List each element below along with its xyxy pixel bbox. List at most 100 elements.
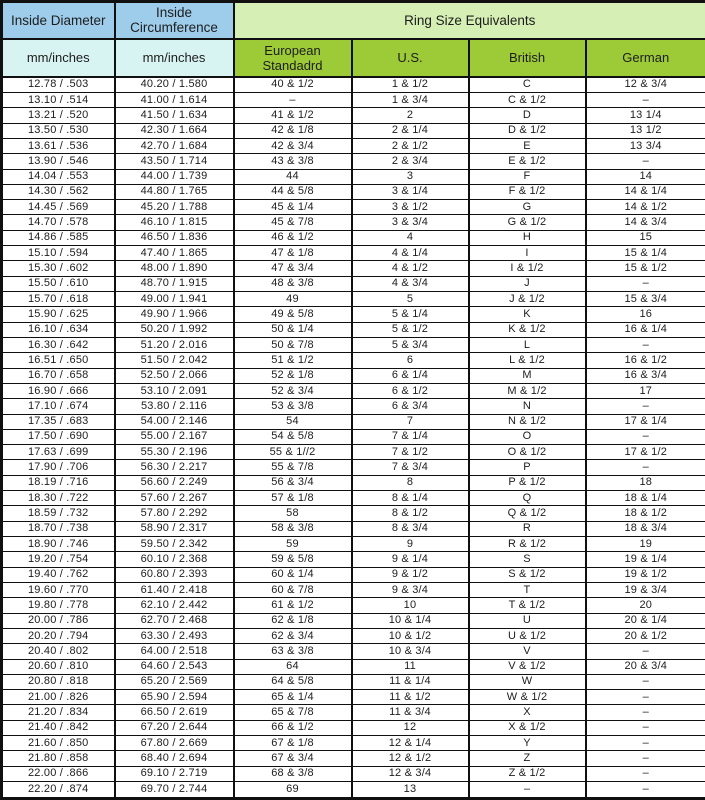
table-row: 16.10 / .634 50.20 / 1.992 50 & 1/4 5 & 1/2… xyxy=(0,321,705,338)
table-cell: H xyxy=(467,229,587,247)
table-cell: 15.30 / .602 xyxy=(0,260,116,277)
table-row: 16.70 / .658 52.50 / 2.066 52 & 1/8 6 & 1/4… xyxy=(0,367,705,384)
table-row: 15.50 / .610 48.70 / 1.915 48 & 3/8 4 & 3/4… xyxy=(0,275,705,293)
table-cell: 8 & 1/4 xyxy=(350,490,470,507)
table-row: 13.21 / .520 41.50 / 1.634 41 & 1/2 2 D 13 1/… xyxy=(0,107,705,124)
table-cell: E & 1/2 xyxy=(467,153,587,170)
table-cell: 9 & 3/4 xyxy=(350,581,470,599)
table-cell: 2 & 3/4 xyxy=(350,153,470,170)
table-row: 22.00 / .866 69.10 / 2.719 68 & 3/8 12 & 3/… xyxy=(0,765,705,783)
table-cell: 49 & 5/8 xyxy=(232,306,353,323)
table-cell: 7 xyxy=(350,413,470,430)
table-cell: – xyxy=(584,398,705,415)
table-cell: – xyxy=(584,428,705,446)
table-cell: 13.90 / .546 xyxy=(0,153,116,170)
table-cell: 16.10 / .634 xyxy=(0,321,116,338)
table-cell: 68.40 / 2.694 xyxy=(113,750,235,767)
table-cell: 67 & 1/8 xyxy=(232,735,353,752)
table-cell: F & 1/2 xyxy=(467,183,587,201)
table-cell: 10 & 3/4 xyxy=(350,643,470,660)
table-cell: R & 1/2 xyxy=(467,536,587,553)
table-cell: 14 xyxy=(584,168,705,185)
table-row: 21.00 / .826 65.90 / 2.594 65 & 1/4 11 & 1/… xyxy=(0,689,705,706)
table-cell: 67.20 / 2.644 xyxy=(113,719,235,737)
table-cell: 53.80 / 2.116 xyxy=(113,398,235,415)
table-cell: 41.50 / 1.634 xyxy=(113,107,235,124)
table-cell: 46.10 / 1.815 xyxy=(113,214,235,231)
table-row: 13.61 / .536 42.70 / 1.684 42 & 3/4 2 & 1/2… xyxy=(0,137,705,155)
us-header: U.S. xyxy=(350,37,470,78)
table-cell: 16 & 1/4 xyxy=(584,321,705,338)
table-row: 15.70 / .618 49.00 / 1.941 49 5 J & 1/2 15 & … xyxy=(0,291,705,308)
table-cell: 14 & 1/2 xyxy=(584,199,705,216)
table-row: 14.70 / .578 46.10 / 1.815 45 & 7/8 3 & 3/4… xyxy=(0,214,705,231)
table-cell: 65 & 7/8 xyxy=(232,704,353,721)
table-cell: P xyxy=(467,459,587,476)
table-cell: 50.20 / 1.992 xyxy=(113,321,235,338)
table-row: 16.51 / .650 51.50 / 2.042 51 & 1/2 6 L & 1/… xyxy=(0,352,705,369)
ring-size-equivalents-header: Ring Size Equivalents xyxy=(232,0,705,40)
table-cell: 56 & 3/4 xyxy=(232,474,353,492)
header-row-titles: Inside Diameter Inside Circumference Rin… xyxy=(0,0,705,40)
table-cell: 42 & 3/4 xyxy=(232,137,353,155)
table-cell: 21.40 / .842 xyxy=(0,719,116,737)
table-cell: R xyxy=(467,520,587,538)
table-cell: 15 & 1/2 xyxy=(584,260,705,277)
table-cell: 13 xyxy=(350,781,470,799)
table-cell: 64 & 5/8 xyxy=(232,673,353,691)
table-cell: 4 & 1/2 xyxy=(350,260,470,277)
table-body: 12.78 / .503 40.20 / 1.580 40 & 1/2 1 & 1/2… xyxy=(0,76,705,799)
table-row: 18.70 / .738 58.90 / 2.317 58 & 3/8 8 & 3/4… xyxy=(0,520,705,538)
table-cell: 68 & 3/8 xyxy=(232,765,353,783)
table-cell: 20.80 / .818 xyxy=(0,673,116,691)
table-cell: C xyxy=(467,76,587,93)
table-cell: 58 & 3/8 xyxy=(232,520,353,538)
table-cell: 49.00 / 1.941 xyxy=(113,291,235,308)
table-cell: 19 & 3/4 xyxy=(584,581,705,599)
table-cell: 12 xyxy=(350,719,470,737)
table-cell: 2 & 1/4 xyxy=(350,122,470,139)
table-cell: – xyxy=(232,91,353,109)
table-cell: – xyxy=(584,750,705,767)
table-cell: 64.60 / 2.543 xyxy=(113,658,235,675)
table-cell: 40.20 / 1.580 xyxy=(113,76,235,93)
table-cell: T xyxy=(467,581,587,599)
table-row: 18.90 / .746 59.50 / 2.342 59 9 R & 1/2 19 xyxy=(0,536,705,553)
table-cell: 42.70 / 1.684 xyxy=(113,137,235,155)
table-cell: 18.90 / .746 xyxy=(0,536,116,553)
table-cell: 41 & 1/2 xyxy=(232,107,353,124)
table-cell: 51.20 / 2.016 xyxy=(113,336,235,354)
table-cell: 17 & 1/4 xyxy=(584,413,705,430)
table-cell: 58 xyxy=(232,505,353,522)
table-cell: 3 & 1/2 xyxy=(350,199,470,216)
table-cell: S & 1/2 xyxy=(467,566,587,583)
table-cell: Z xyxy=(467,750,587,767)
table-cell: 58.90 / 2.317 xyxy=(113,520,235,538)
table-cell: 19 xyxy=(584,536,705,553)
table-cell: 59 xyxy=(232,536,353,553)
table-row: 19.40 / .762 60.80 / 2.393 60 & 1/4 9 & 1/2… xyxy=(0,566,705,583)
table-row: 14.45 / .569 45.20 / 1.788 45 & 1/4 3 & 1/2… xyxy=(0,199,705,216)
table-cell: 11 & 3/4 xyxy=(350,704,470,721)
table-cell: D & 1/2 xyxy=(467,122,587,139)
table-row: 17.90 / .706 56.30 / 2.217 55 & 7/8 7 & 3/4… xyxy=(0,459,705,476)
table-cell: 17.10 / .674 xyxy=(0,398,116,415)
table-cell: 6 & 1/4 xyxy=(350,367,470,384)
table-cell: 6 & 3/4 xyxy=(350,398,470,415)
table-cell: 53.10 / 2.091 xyxy=(113,382,235,400)
table-cell: 45.20 / 1.788 xyxy=(113,199,235,216)
table-cell: O & 1/2 xyxy=(467,444,587,461)
table-cell: – xyxy=(584,781,705,799)
table-cell: I xyxy=(467,245,587,262)
table-row: 21.80 / .858 68.40 / 2.694 67 & 3/4 12 & 1/… xyxy=(0,750,705,767)
mm-inches-header-diameter: mm/inches xyxy=(0,37,116,78)
table-cell: L & 1/2 xyxy=(467,352,587,369)
table-cell: 49 xyxy=(232,291,353,308)
table-cell: 47.40 / 1.865 xyxy=(113,245,235,262)
table-row: 19.60 / .770 61.40 / 2.418 60 & 7/8 9 & 3/4… xyxy=(0,581,705,599)
table-cell: 67 & 3/4 xyxy=(232,750,353,767)
table-cell: 6 xyxy=(350,352,470,369)
table-cell: 21.80 / .858 xyxy=(0,750,116,767)
table-cell: D xyxy=(467,107,587,124)
